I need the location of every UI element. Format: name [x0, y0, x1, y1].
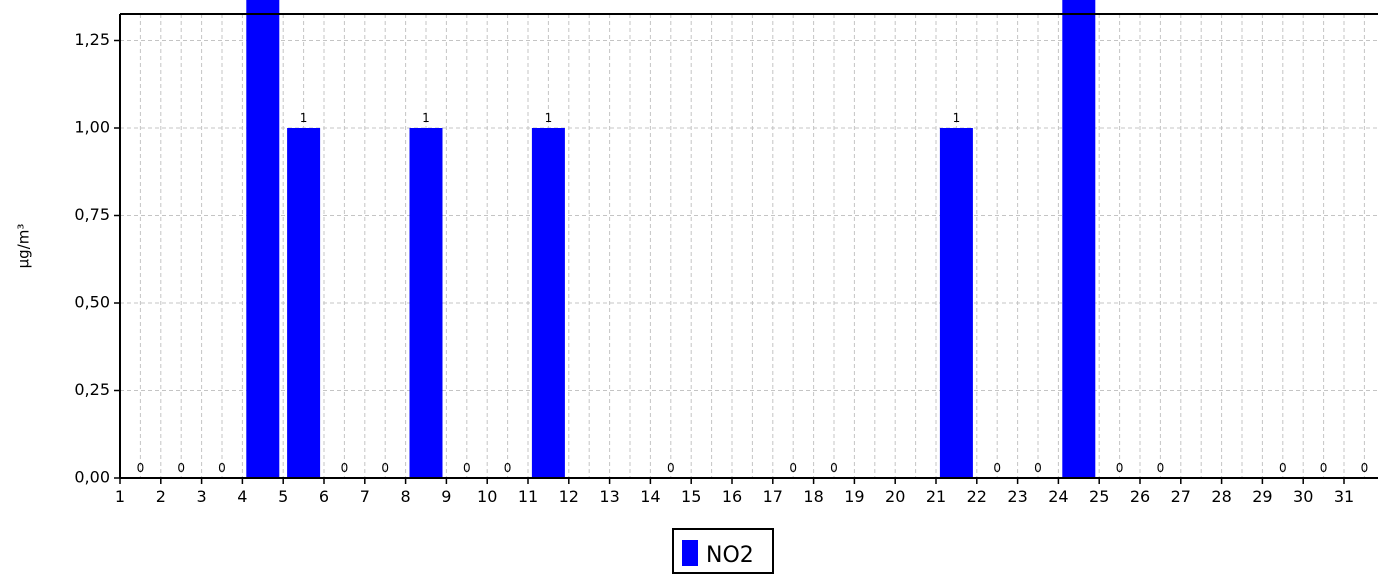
data-label-day-2: 0	[177, 461, 185, 475]
legend-swatch-no2	[682, 540, 698, 566]
x-tick-label: 10	[477, 487, 497, 506]
legend: NO2	[672, 528, 774, 574]
legend-label-no2: NO2	[706, 543, 754, 568]
x-tick-label: 3	[197, 487, 207, 506]
data-label-day-1: 0	[137, 461, 145, 475]
x-tick-label: 7	[360, 487, 370, 506]
bar-day-5	[287, 128, 321, 478]
bar-day-8	[409, 128, 443, 478]
y-tick-label: 0,25	[74, 380, 110, 399]
data-label-day-11: 1	[545, 111, 553, 125]
data-label-day-9: 0	[463, 461, 471, 475]
x-tick-label: 19	[844, 487, 864, 506]
data-label-day-26: 0	[1157, 461, 1165, 475]
x-tick-label: 20	[885, 487, 905, 506]
x-tick-label: 1	[115, 487, 125, 506]
data-label-day-8: 1	[422, 111, 430, 125]
data-label-day-30: 0	[1320, 461, 1328, 475]
x-tick-label: 21	[926, 487, 946, 506]
y-ticks: 0,000,250,500,751,001,251,501,752,002,25…	[74, 30, 120, 487]
x-tick-label: 17	[763, 487, 783, 506]
data-label-day-7: 0	[381, 461, 389, 475]
y-tick-label: 1,25	[74, 30, 110, 49]
x-tick-label: 4	[237, 487, 247, 506]
bar-day-11	[531, 128, 565, 478]
data-label-day-5: 1	[300, 111, 308, 125]
data-label-day-22: 0	[993, 461, 1001, 475]
x-ticks: 1 2 3 4 5 6 7 8 9 10 11 12 13 14 15 16 17 18 19 20 21 22 23 24 2…	[115, 478, 1354, 506]
x-tick-label: 25	[1089, 487, 1109, 506]
x-tick-label: 6	[319, 487, 329, 506]
x-tick-label: 5	[278, 487, 288, 506]
y-tick-label: 0,00	[74, 468, 110, 487]
x-tick-label: 22	[967, 487, 987, 506]
data-label-day-21: 1	[953, 111, 961, 125]
x-tick-label: 31	[1334, 487, 1354, 506]
x-tick-label: 11	[518, 487, 538, 506]
x-tick-label: 15	[681, 487, 701, 506]
x-tick-label: 18	[803, 487, 823, 506]
x-tick-label: 13	[599, 487, 619, 506]
bar-day-24	[1062, 0, 1096, 478]
x-tick-label: 23	[1007, 487, 1027, 506]
data-label-day-29: 0	[1279, 461, 1287, 475]
axes	[119, 13, 1378, 479]
bar-day-4	[246, 0, 280, 478]
x-tick-label: 27	[1171, 487, 1191, 506]
data-label-day-31: 0	[1361, 461, 1369, 475]
data-labels: 00021001001000100200000	[137, 111, 1369, 475]
data-label-day-18: 0	[830, 461, 838, 475]
data-label-day-23: 0	[1034, 461, 1042, 475]
data-label-day-25: 0	[1116, 461, 1124, 475]
x-tick-label: 2	[156, 487, 166, 506]
x-tick-label: 16	[722, 487, 742, 506]
x-tick-label: 28	[1211, 487, 1231, 506]
y-tick-label: 0,75	[74, 205, 110, 224]
data-label-day-6: 0	[341, 461, 349, 475]
y-tick-label: 1,00	[74, 118, 110, 137]
data-label-day-10: 0	[504, 461, 512, 475]
y-axis-title: µg/m³	[15, 224, 33, 269]
x-tick-label: 9	[441, 487, 451, 506]
bar-day-21	[939, 128, 973, 478]
x-tick-label: 12	[559, 487, 579, 506]
x-tick-label: 8	[401, 487, 411, 506]
x-tick-label: 14	[640, 487, 660, 506]
x-tick-label: 29	[1252, 487, 1272, 506]
data-label-day-14: 0	[667, 461, 675, 475]
bars	[246, 0, 1096, 478]
y-tick-label: 0,50	[74, 293, 110, 312]
x-tick-label: 24	[1048, 487, 1068, 506]
data-label-day-3: 0	[218, 461, 226, 475]
x-tick-label: 26	[1130, 487, 1150, 506]
x-tick-label: 30	[1293, 487, 1313, 506]
data-label-day-17: 0	[789, 461, 797, 475]
